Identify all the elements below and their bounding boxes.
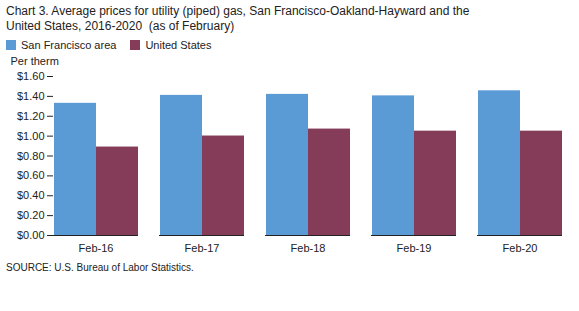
svg-text:$1.20: $1.20 [17,110,45,122]
svg-text:Feb-16: Feb-16 [79,242,114,254]
svg-text:$1.60: $1.60 [17,70,45,82]
html-text:United States: United States [145,39,212,51]
svg-text:$0.20: $0.20 [17,209,45,221]
svg-text:Feb-19: Feb-19 [397,242,432,254]
svg-text:$0.80: $0.80 [17,150,45,162]
svg-text:$0.40: $0.40 [17,189,45,201]
html-text:Chart 3. Average prices for ut: Chart 3. Average prices for utility (pip… [6,4,470,33]
html-text:San Francisco area: San Francisco area [21,39,117,51]
svg-text:$1.00: $1.00 [17,130,45,142]
svg-text:$1.40: $1.40 [17,90,45,102]
svg-text:$0.60: $0.60 [17,169,45,181]
svg-text:$0.00: $0.00 [17,229,45,241]
html-text:SOURCE: U.S. Bureau of Labor S: SOURCE: U.S. Bureau of Labor Statistics. [6,262,194,273]
svg-text:Feb-20: Feb-20 [503,242,538,254]
svg-text:Feb-18: Feb-18 [291,242,326,254]
svg-text:Per therm: Per therm [11,55,59,67]
svg-text:Feb-17: Feb-17 [185,242,220,254]
